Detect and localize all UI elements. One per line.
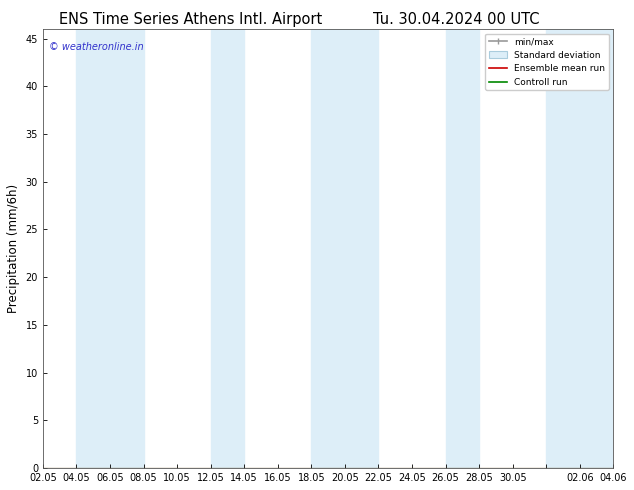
Y-axis label: Precipitation (mm/6h): Precipitation (mm/6h) — [7, 184, 20, 313]
Bar — [210, 29, 244, 468]
Bar — [446, 29, 479, 468]
Legend: min/max, Standard deviation, Ensemble mean run, Controll run: min/max, Standard deviation, Ensemble me… — [485, 33, 609, 90]
Bar — [77, 29, 143, 468]
Text: ENS Time Series Athens Intl. Airport: ENS Time Series Athens Intl. Airport — [58, 12, 322, 27]
Text: © weatheronline.in: © weatheronline.in — [49, 42, 143, 52]
Bar — [547, 29, 613, 468]
Text: Tu. 30.04.2024 00 UTC: Tu. 30.04.2024 00 UTC — [373, 12, 540, 27]
Bar — [311, 29, 378, 468]
